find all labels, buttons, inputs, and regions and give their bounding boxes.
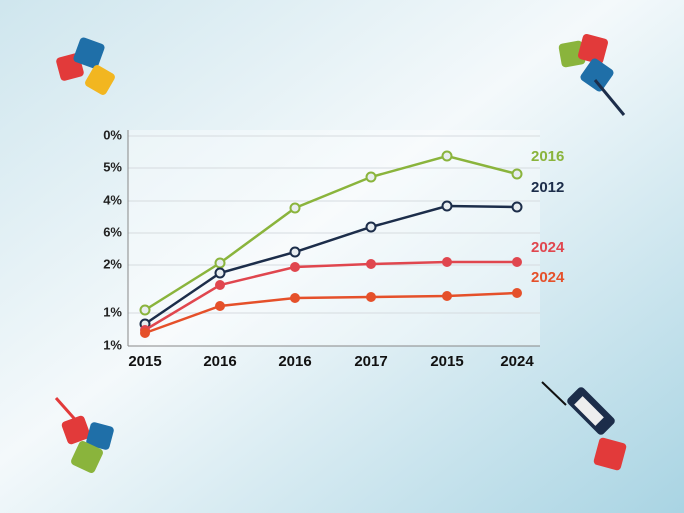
- series-line: [144, 291, 518, 335]
- y-tick-label: 1%: [103, 304, 122, 319]
- data-point: [441, 200, 453, 212]
- data-point: [365, 221, 377, 233]
- series-line: [144, 154, 518, 312]
- y-tick-label: 0%: [103, 127, 122, 142]
- series-line: [144, 204, 518, 326]
- y-tick-label: 1%: [103, 337, 122, 352]
- data-point: [140, 328, 150, 338]
- puzzle-decoration: [558, 33, 626, 116]
- data-point: [366, 292, 376, 302]
- x-tick-label: 2016: [278, 353, 311, 370]
- data-point: [511, 168, 523, 180]
- x-tick-label: 2024: [500, 353, 534, 370]
- data-point: [214, 257, 226, 269]
- y-tick-label: 4%: [103, 192, 122, 207]
- puzzle-decoration: [56, 37, 115, 95]
- syringe-decoration: [541, 381, 627, 471]
- x-tick-label: 2017: [354, 353, 387, 370]
- series-line: [144, 260, 517, 332]
- data-point: [215, 301, 225, 311]
- y-tick-label: 5%: [103, 159, 122, 174]
- legend-label: 2016: [531, 148, 564, 165]
- data-point: [289, 246, 301, 258]
- puzzle-decoration: [54, 397, 114, 473]
- y-tick-label: 2%: [103, 256, 122, 271]
- data-point: [366, 259, 376, 269]
- data-point: [290, 262, 300, 272]
- data-point: [512, 257, 522, 267]
- legend-label: 2024: [531, 239, 565, 256]
- data-point: [215, 280, 225, 290]
- data-point: [511, 201, 523, 213]
- data-point: [290, 293, 300, 303]
- data-point: [512, 288, 522, 298]
- data-point: [442, 291, 452, 301]
- data-point: [139, 304, 151, 316]
- data-point: [442, 257, 452, 267]
- x-tick-label: 2016: [203, 353, 236, 370]
- x-tick-label: 2015: [430, 353, 463, 370]
- legend-label: 2024: [531, 269, 565, 286]
- x-tick-label: 2015: [128, 353, 161, 370]
- data-point: [214, 267, 226, 279]
- legend-label: 2012: [531, 179, 564, 196]
- data-point: [441, 150, 453, 162]
- data-point: [289, 202, 301, 214]
- y-tick-label: 6%: [103, 224, 122, 239]
- data-point: [365, 171, 377, 183]
